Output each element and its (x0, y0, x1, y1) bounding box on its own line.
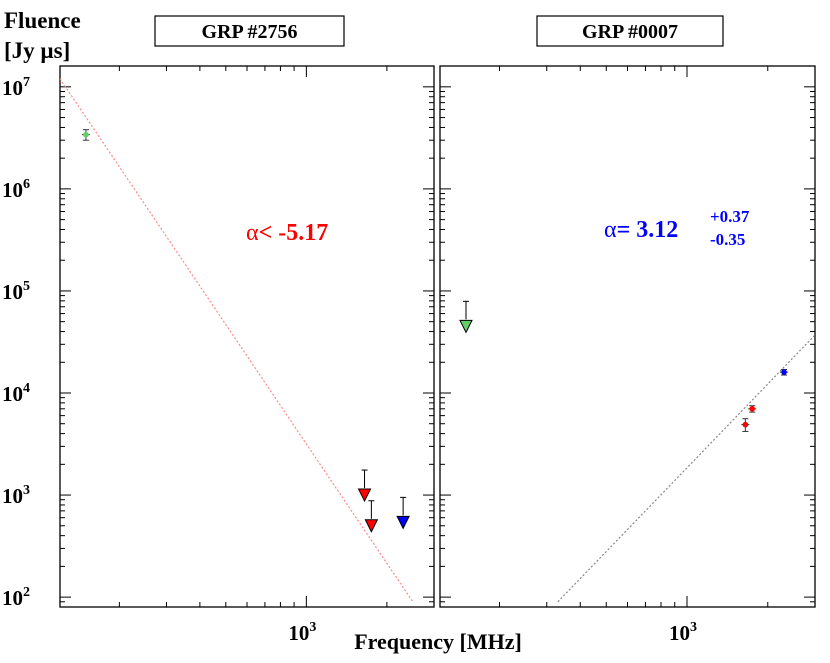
spectral-index-upper-error: +0.37 (710, 207, 750, 226)
panel-title: GRP #2756 (201, 21, 297, 43)
spectral-index-annotation: α< -5.17 (246, 220, 328, 246)
power-law-fit-line (557, 334, 815, 603)
plot-frame (439, 65, 816, 608)
data-point (749, 406, 756, 412)
spectral-index-annotation: α= 3.12 (604, 217, 678, 243)
x-tick-label: 103 (288, 620, 316, 645)
x-tick-label: 103 (669, 620, 697, 645)
y-axis-label-line2: [Jy µs] (4, 38, 70, 63)
y-tick-label: 104 (2, 381, 30, 406)
panel-1: GRP #2756 102 103 104 105 106 107 103 α< -5.17 (2, 15, 435, 645)
upper-limit-marker (357, 488, 372, 503)
panel-title-box (154, 15, 345, 47)
upper-limit-marker (364, 519, 379, 533)
y-tick-label: 105 (2, 279, 30, 304)
panel-title: GRP #0007 (582, 21, 678, 43)
spectral-index-lower-error: -0.35 (710, 230, 745, 249)
y-tick-label: 103 (2, 483, 30, 508)
data-point (742, 421, 749, 428)
upper-limit-marker (459, 319, 473, 334)
x-axis-label: Frequency [MHz] (354, 629, 522, 654)
y-axis-label-line1: Fluence (4, 8, 81, 33)
plot-frame (59, 65, 435, 608)
data-point (83, 131, 89, 138)
power-law-fit-line (60, 78, 414, 603)
y-tick-label: 106 (2, 177, 30, 202)
panel-title-box (536, 15, 724, 47)
y-tick-label: 102 (2, 585, 30, 610)
panel-2: GRP #0007 103 α= 3.12 +0.37 -0.35 (439, 15, 816, 645)
y-tick-label: 107 (2, 75, 30, 100)
data-point (781, 369, 787, 375)
upper-limit-marker (396, 515, 410, 530)
